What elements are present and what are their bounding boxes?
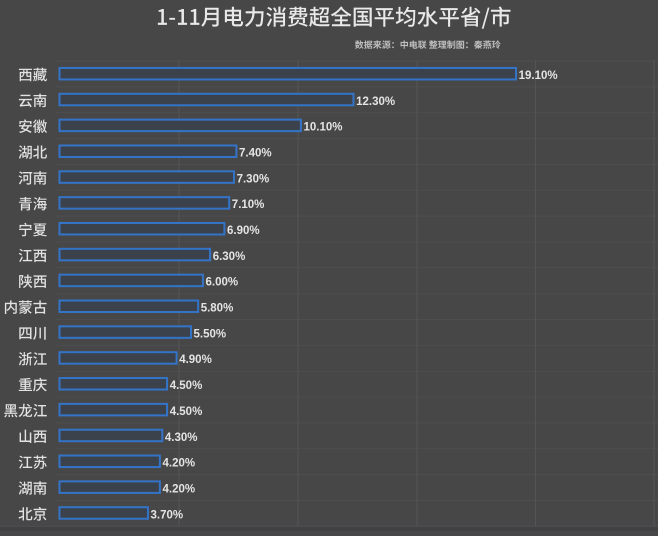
svg-text:7.10%: 7.10% <box>232 199 265 211</box>
svg-text:3.70%: 3.70% <box>151 509 184 521</box>
svg-text:6.00%: 6.00% <box>206 277 239 289</box>
svg-text:4.30%: 4.30% <box>165 432 198 444</box>
svg-text:4.50%: 4.50% <box>170 406 203 418</box>
svg-text:4.90%: 4.90% <box>179 354 212 366</box>
svg-text:5.80%: 5.80% <box>201 303 234 315</box>
svg-text:12.30%: 12.30% <box>356 96 395 108</box>
svg-text:6.30%: 6.30% <box>213 251 246 263</box>
svg-text:4.20%: 4.20% <box>163 483 196 495</box>
svg-text:4.20%: 4.20% <box>163 458 196 470</box>
svg-text:4.50%: 4.50% <box>170 380 203 392</box>
svg-text:6.90%: 6.90% <box>227 225 260 237</box>
svg-text:7.30%: 7.30% <box>237 173 270 185</box>
svg-text:7.40%: 7.40% <box>239 148 272 160</box>
svg-text:5.50%: 5.50% <box>194 328 227 340</box>
svg-text:10.10%: 10.10% <box>304 122 343 134</box>
svg-text:19.10%: 19.10% <box>519 70 558 82</box>
